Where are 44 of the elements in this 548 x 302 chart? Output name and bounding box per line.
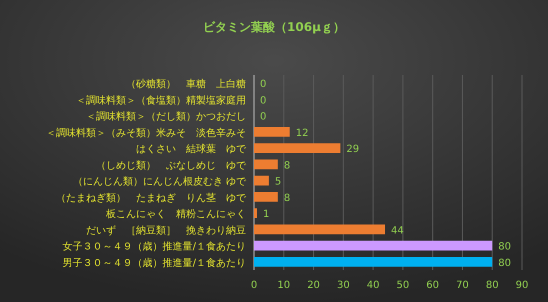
bar xyxy=(254,224,386,234)
y-tick-label: （砂糖類） 車糖 上白糖 xyxy=(126,78,246,90)
x-tick-label: 20 xyxy=(307,280,320,291)
x-tick-label: 80 xyxy=(486,280,499,291)
bar xyxy=(254,240,492,250)
bar xyxy=(254,257,492,267)
y-tick-label: ＜調味料類＞（食塩類）精製塩家庭用 xyxy=(76,94,246,106)
data-label: 0 xyxy=(260,95,266,106)
x-tick-label: 90 xyxy=(516,280,528,291)
data-label: 12 xyxy=(296,128,308,139)
data-label: 80 xyxy=(498,242,511,253)
y-tick-label: （しめじ類） ぶなしめじ ゆで xyxy=(96,159,247,172)
x-tick-label: 30 xyxy=(336,280,350,291)
data-label: 5 xyxy=(274,176,282,188)
bar xyxy=(254,160,278,170)
data-label: 0 xyxy=(260,79,266,90)
data-label: 80 xyxy=(498,258,511,269)
bar xyxy=(254,176,269,186)
data-label: 29 xyxy=(346,144,360,156)
x-tick-label: 40 xyxy=(366,280,380,291)
x-tick-label: 50 xyxy=(396,280,410,291)
bar xyxy=(254,208,257,218)
y-tick-label: ＜調味料類＞（だし類）かつおだし xyxy=(86,110,246,123)
y-tick-label: （にんじん類）にんじん根皮むき ゆで xyxy=(72,176,247,188)
data-label: 0 xyxy=(260,112,266,123)
data-label: 1 xyxy=(262,209,270,220)
bar xyxy=(254,143,340,153)
bar xyxy=(254,127,290,137)
data-label: 44 xyxy=(391,225,404,236)
bar xyxy=(254,192,278,202)
x-tick-label: 0 xyxy=(250,280,258,291)
x-tick-label: 70 xyxy=(456,280,469,291)
y-tick-label: ＜調味料類＞（みそ類）米みそ 淡色辛みそ xyxy=(46,126,246,139)
y-tick-label: だいず ［納豆類］ 挽きわり納豆 xyxy=(86,224,246,236)
chart-title: ビタミン葉酸（106μｇ） xyxy=(203,20,345,34)
y-tick-label: （たまねぎ類） たまねぎ りん茎 ゆで xyxy=(56,192,247,204)
y-tick-label: 板こんにゃく 精粉こんにゃく xyxy=(105,208,246,220)
data-label: 8 xyxy=(284,192,290,204)
y-tick-label: 女子３０～４９（歳）推進量/１食あたり xyxy=(62,240,246,253)
data-label: 8 xyxy=(284,160,290,172)
y-tick-label: はくさい 結球葉 ゆで xyxy=(136,143,247,156)
x-tick-label: 10 xyxy=(277,280,290,291)
x-tick-label: 60 xyxy=(426,280,440,291)
y-tick-label: 男子３０～４９（歳）推進量/１食あたり xyxy=(62,256,246,269)
